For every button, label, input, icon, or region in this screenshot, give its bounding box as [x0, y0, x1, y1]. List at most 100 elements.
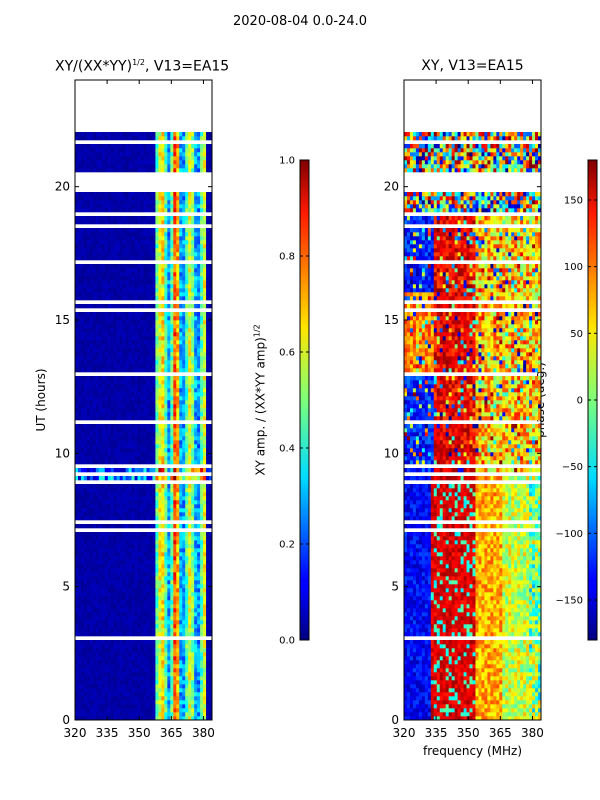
heatmap-cell	[155, 516, 159, 521]
heatmap-cell	[122, 548, 127, 553]
heatmap-cell	[83, 280, 88, 285]
heatmap-cell	[164, 680, 168, 685]
heatmap-cell	[170, 364, 174, 369]
heatmap-cell	[80, 248, 85, 253]
heatmap-cell	[188, 664, 192, 669]
heatmap-cell	[110, 332, 115, 337]
heatmap-cell	[194, 412, 198, 417]
heatmap-cell	[158, 404, 162, 409]
heatmap-cell	[104, 408, 109, 413]
heatmap-cell	[173, 668, 177, 673]
heatmap-cell	[89, 272, 94, 277]
heatmap-cell	[101, 604, 106, 609]
heatmap-cell	[185, 624, 189, 629]
heatmap-cell	[146, 588, 150, 593]
heatmap-cell	[152, 408, 156, 413]
heatmap-cell	[75, 424, 79, 429]
heatmap-cell	[128, 680, 133, 685]
heatmap-cell	[188, 248, 192, 253]
heatmap-cell	[173, 344, 177, 349]
heatmap-cell	[104, 424, 109, 429]
heatmap-cell	[137, 700, 142, 705]
heatmap-cell	[152, 532, 156, 537]
heatmap-cell	[104, 712, 109, 717]
heatmap-cell	[131, 380, 136, 385]
heatmap-cell	[110, 568, 115, 573]
heatmap-cell	[80, 276, 85, 281]
heatmap-cell	[128, 592, 133, 597]
heatmap-cell	[146, 392, 150, 397]
heatmap-cell	[176, 408, 180, 413]
heatmap-cell	[104, 560, 109, 565]
heatmap-cell	[146, 252, 150, 257]
heatmap-cell	[131, 456, 136, 461]
heatmap-cell	[164, 640, 168, 645]
heatmap-cell	[140, 620, 144, 625]
heatmap-cell	[197, 676, 201, 681]
heatmap-cell	[89, 344, 94, 349]
heatmap-cell	[188, 396, 192, 401]
heatmap-cell	[119, 536, 124, 541]
heatmap-cell	[161, 592, 165, 597]
heatmap-cell	[125, 240, 130, 245]
heatmap-cell	[113, 356, 118, 361]
heatmap-cell	[182, 292, 186, 297]
heatmap-cell	[188, 460, 192, 465]
heatmap-cell	[107, 388, 112, 393]
heatmap-cell	[197, 380, 201, 385]
heatmap-cell	[170, 336, 174, 341]
heatmap-cell	[197, 580, 201, 585]
heatmap-cell	[188, 428, 192, 433]
heatmap-cell	[77, 660, 82, 665]
heatmap-cell	[101, 344, 106, 349]
heatmap-cell	[86, 460, 91, 465]
heatmap-cell	[185, 672, 189, 677]
heatmap-cell	[209, 384, 213, 389]
heatmap-cell	[191, 352, 195, 357]
heatmap-cell	[113, 360, 118, 365]
heatmap-cell	[95, 672, 100, 677]
heatmap-cell	[134, 540, 139, 545]
heatmap-cell	[170, 252, 174, 257]
heatmap-cell	[125, 324, 130, 329]
heatmap-cell	[110, 612, 115, 617]
heatmap-cell	[167, 368, 171, 373]
heatmap-cell	[176, 716, 180, 721]
heatmap-cell	[122, 656, 127, 661]
heatmap-cell	[119, 576, 124, 581]
heatmap-cell	[116, 264, 121, 269]
heatmap-cell	[122, 276, 127, 281]
heatmap-cell	[128, 344, 133, 349]
heatmap-cell	[89, 312, 94, 317]
heatmap-cell	[152, 460, 156, 465]
heatmap-cell	[107, 448, 112, 453]
heatmap-cell	[200, 336, 204, 341]
heatmap-cell	[113, 444, 118, 449]
heatmap-cell	[164, 588, 168, 593]
heatmap-cell	[209, 684, 213, 689]
heatmap-cell	[134, 436, 139, 441]
heatmap-cell	[75, 428, 79, 433]
heatmap-cell	[110, 536, 115, 541]
heatmap-cell	[131, 512, 136, 517]
heatmap-cell	[134, 608, 139, 613]
heatmap-cell	[191, 500, 195, 505]
heatmap-cell	[77, 252, 82, 257]
heatmap-cell	[194, 556, 198, 561]
heatmap-cell	[185, 668, 189, 673]
heatmap-cell	[149, 664, 153, 669]
heatmap-cell	[149, 316, 153, 321]
heatmap-cell	[185, 492, 189, 497]
heatmap-cell	[197, 364, 201, 369]
heatmap-cell	[119, 320, 124, 325]
heatmap-cell	[206, 512, 210, 517]
heatmap-cell	[146, 544, 150, 549]
heatmap-cell	[161, 244, 165, 249]
heatmap-cell	[140, 324, 144, 329]
heatmap-cell	[161, 716, 165, 721]
heatmap-cell	[92, 284, 97, 289]
heatmap-cell	[152, 600, 156, 605]
heatmap-cell	[152, 356, 156, 361]
heatmap-cell	[95, 368, 100, 373]
heatmap-cell	[164, 256, 168, 261]
